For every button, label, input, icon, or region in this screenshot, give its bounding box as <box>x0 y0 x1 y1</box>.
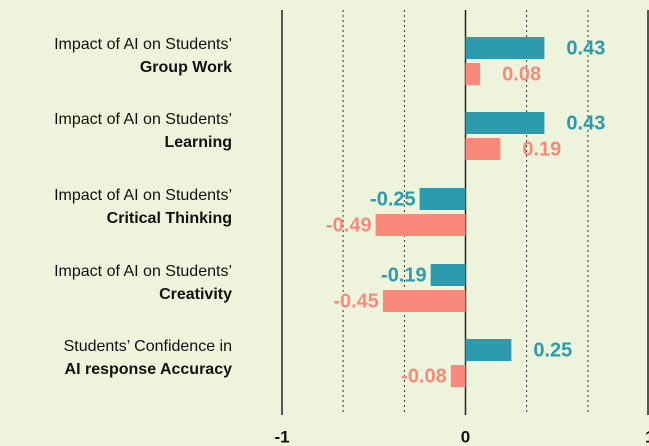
bar <box>420 188 466 210</box>
value-label: -0.25 <box>370 188 416 210</box>
category-label: Students’ Confidence in <box>64 338 232 355</box>
category-label: Learning <box>164 134 232 151</box>
value-label: 0.19 <box>522 138 561 160</box>
value-label: 0.25 <box>533 339 572 361</box>
bar <box>466 63 481 85</box>
category-label: Creativity <box>159 286 232 303</box>
bar <box>376 214 466 236</box>
bar <box>451 365 466 387</box>
page: {"chart_data": { "type": "hbar", "catego… <box>0 0 649 446</box>
category-label: Group Work <box>140 59 232 76</box>
bar <box>466 37 545 59</box>
bar <box>466 112 545 134</box>
category-label: Impact of AI on Students’ <box>54 111 232 128</box>
value-label: 0.43 <box>566 37 605 59</box>
value-label: -0.19 <box>381 264 427 286</box>
x-tick-label: -1 <box>274 427 289 446</box>
category-label: Impact of AI on Students’ <box>54 187 232 204</box>
category-label: Impact of AI on Students’ <box>54 263 232 280</box>
value-label: 0.43 <box>566 112 605 134</box>
x-tick-label: 0 <box>461 427 470 446</box>
value-label: 0.08 <box>502 63 541 85</box>
category-label: Critical Thinking <box>107 210 232 227</box>
value-label: -0.49 <box>326 214 372 236</box>
category-label: AI response Accuracy <box>65 361 233 378</box>
bar <box>383 290 466 312</box>
value-label: -0.45 <box>333 290 379 312</box>
bar <box>431 264 466 286</box>
x-tick-label: 1 <box>645 427 649 446</box>
bar <box>466 339 512 361</box>
value-label: -0.08 <box>401 365 447 387</box>
bar <box>466 138 501 160</box>
chart: -1 0 1 Impact of AI on Students’ Group Work 0… <box>0 0 649 446</box>
category-label: Impact of AI on Students’ <box>54 36 232 53</box>
